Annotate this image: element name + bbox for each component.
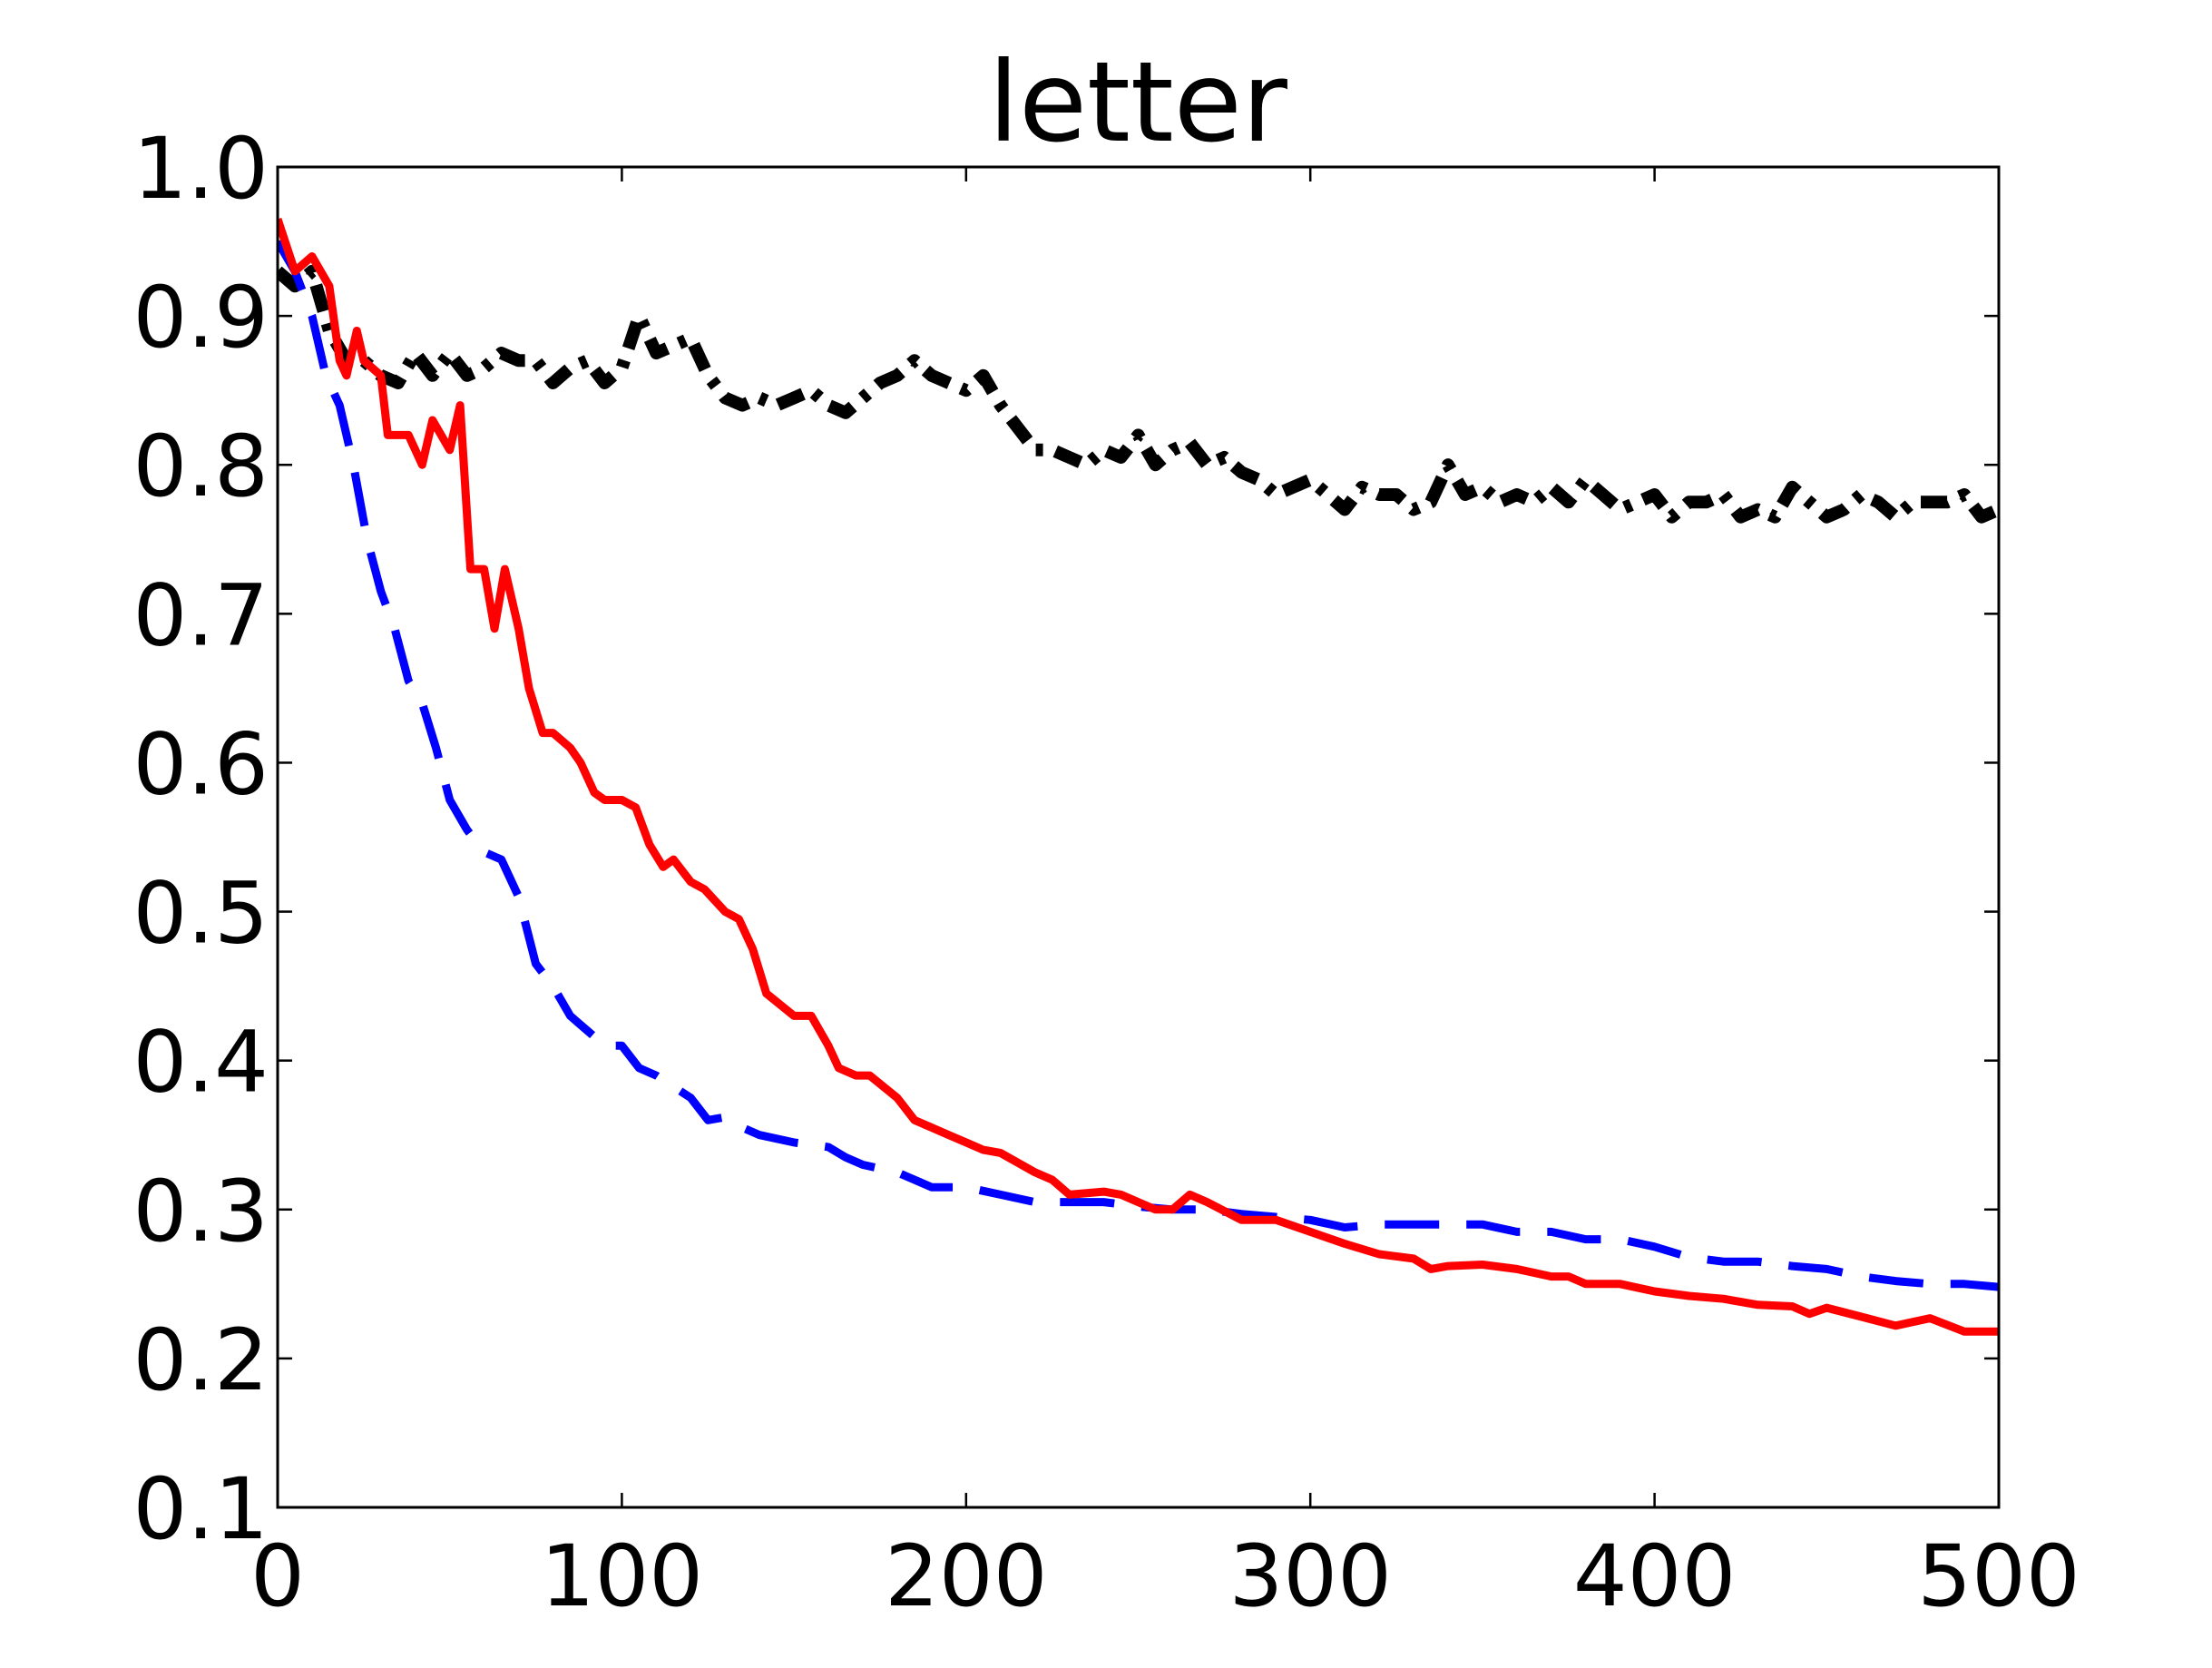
series-line	[278, 217, 1999, 1336]
y-tick-label: 0.3	[133, 1163, 269, 1261]
x-tick-label: 200	[885, 1527, 1047, 1626]
y-tick-label: 0.6	[133, 715, 269, 814]
series-line	[278, 264, 1999, 524]
x-tick-label: 100	[541, 1527, 703, 1626]
y-tick-label: 1.0	[133, 120, 269, 219]
y-tick-label: 0.2	[133, 1311, 269, 1410]
plot-frame	[276, 165, 2001, 1509]
y-tick-label: 0.1	[133, 1460, 269, 1559]
series-line	[278, 239, 1999, 1291]
y-tick-label: 0.5	[133, 865, 269, 964]
x-tick-label: 300	[1228, 1527, 1391, 1626]
x-tick-label: 0	[250, 1527, 305, 1626]
y-tick-label: 0.7	[133, 566, 269, 665]
x-tick-label: 500	[1917, 1527, 2080, 1626]
y-tick-label: 0.9	[133, 269, 269, 368]
y-tick-label: 0.4	[133, 1014, 269, 1113]
y-tick-label: 0.8	[133, 417, 269, 516]
chart-title: letter	[988, 38, 1288, 167]
x-tick-label: 400	[1573, 1527, 1736, 1626]
